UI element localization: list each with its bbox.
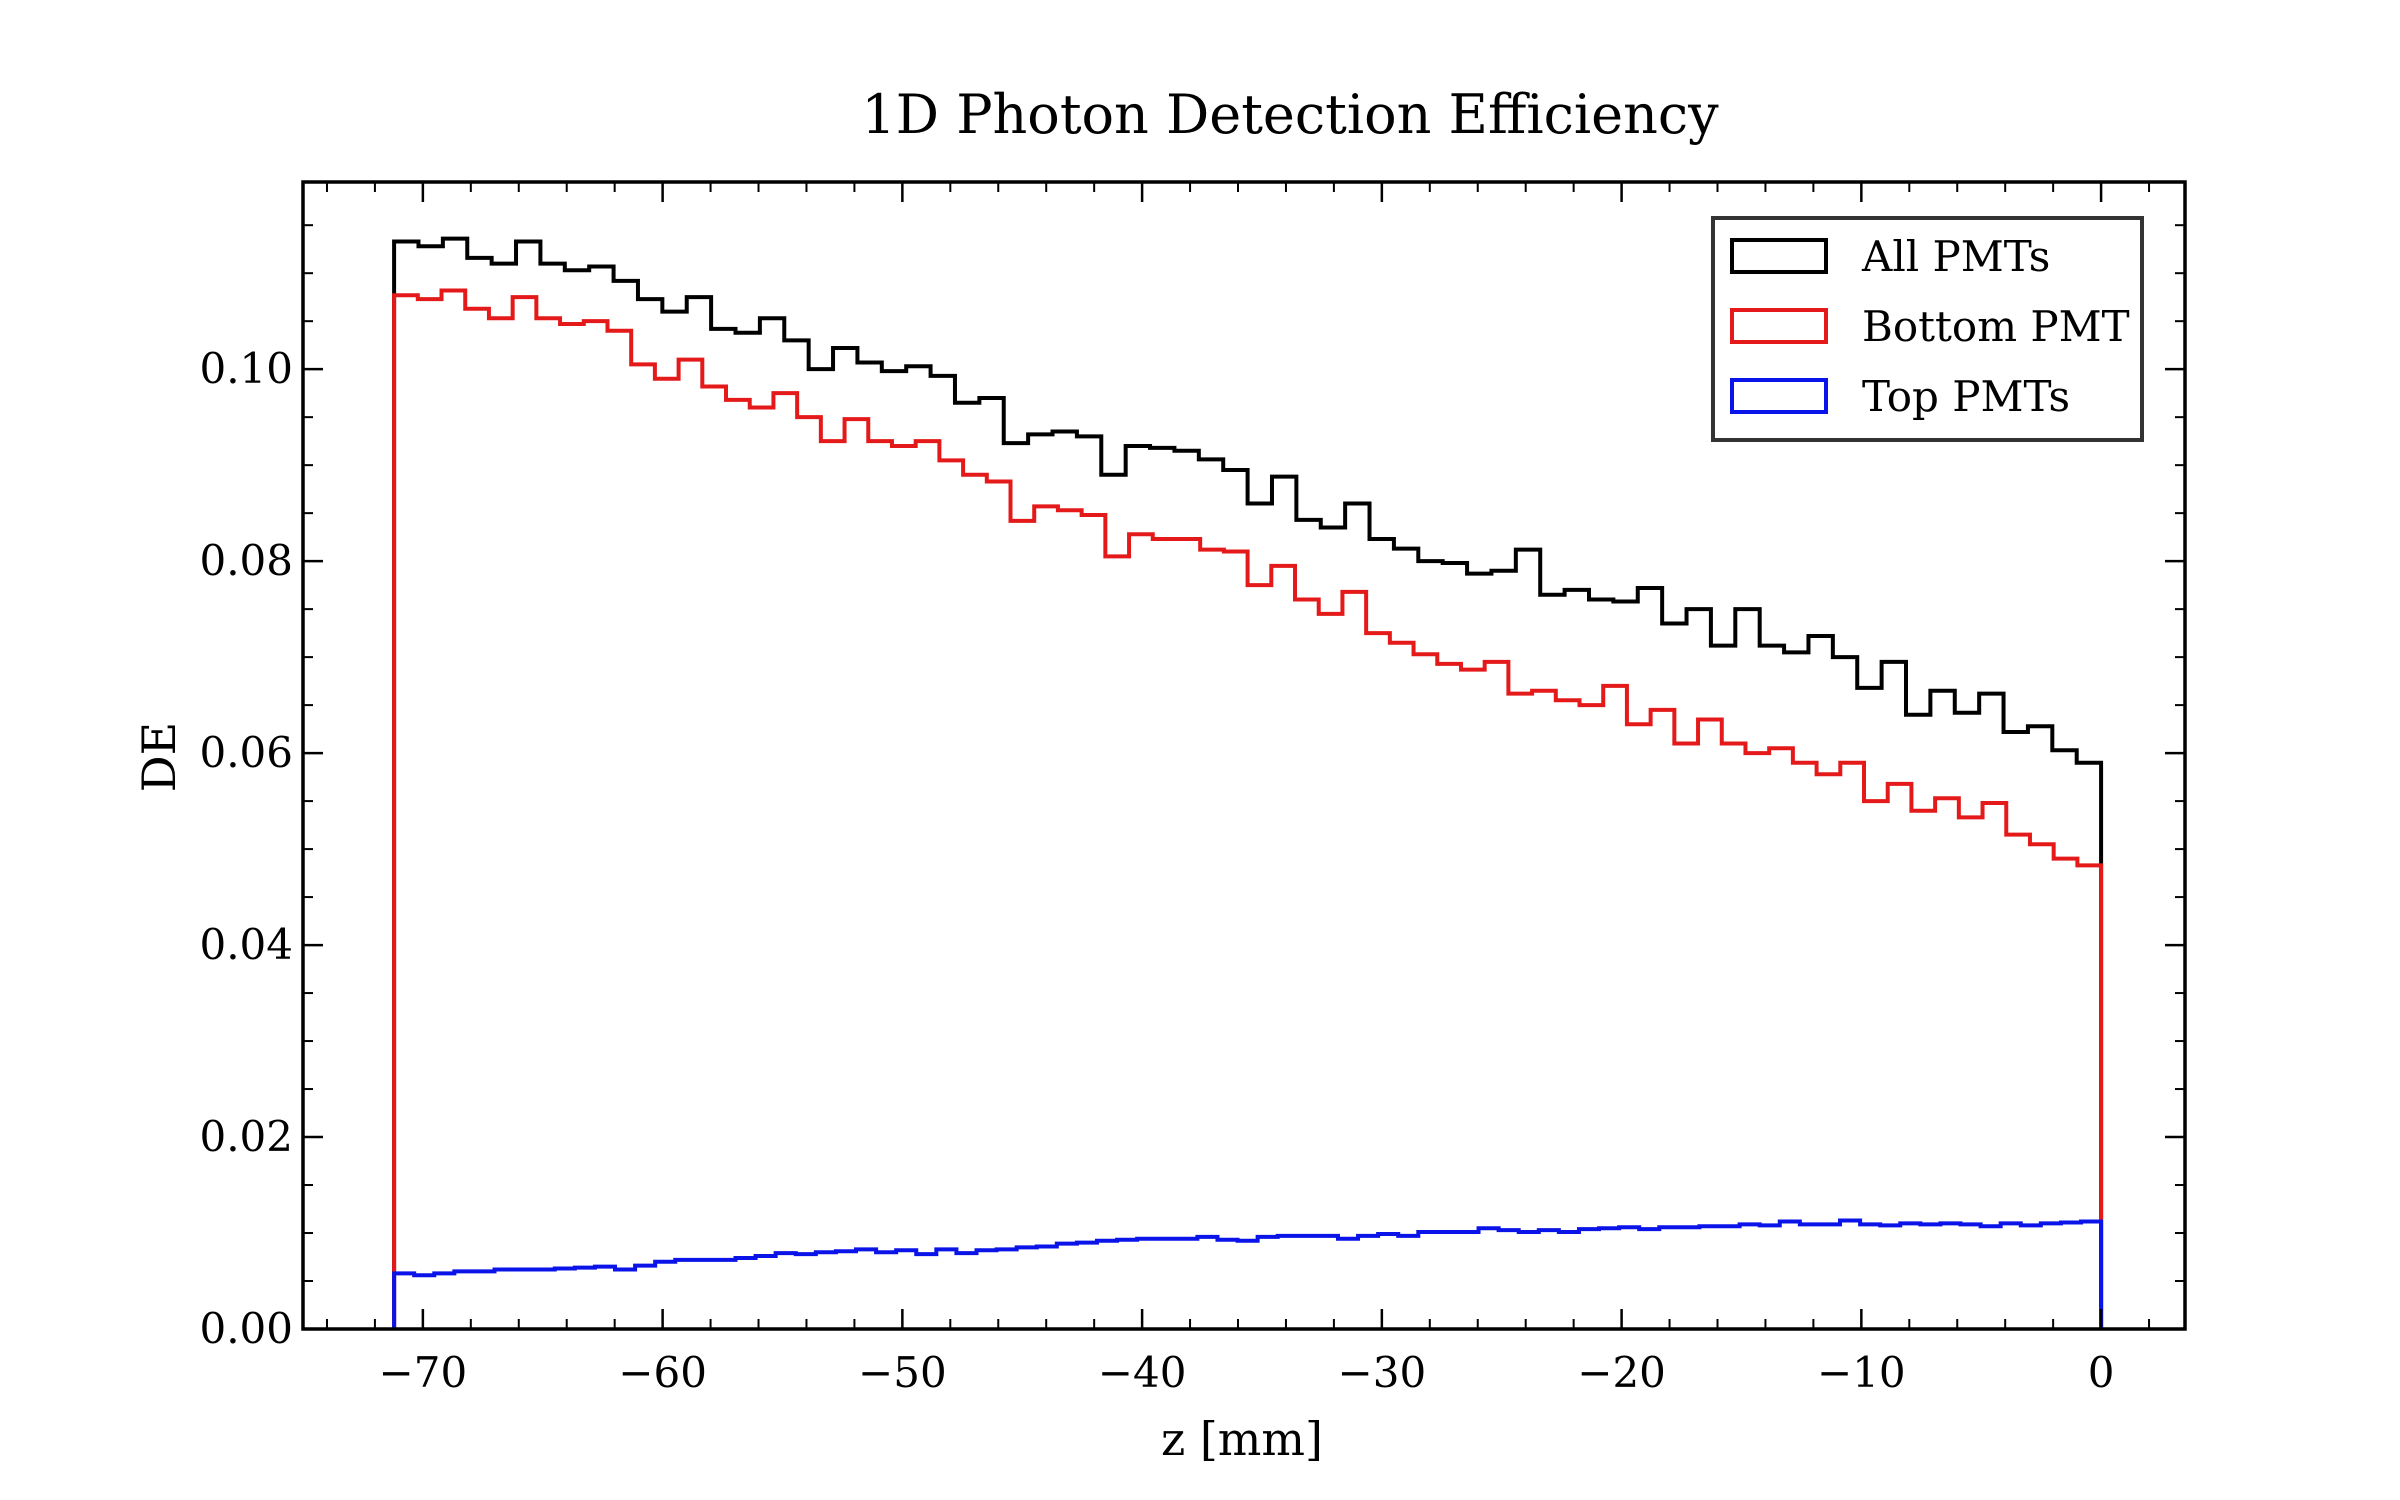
y-tick-label: 0.10 [199, 344, 293, 393]
series-line-2 [392, 1218, 2104, 1329]
legend-label-1: Bottom PMT [1862, 302, 2130, 351]
x-tick-label: −30 [1338, 1348, 1427, 1397]
x-tick-label: −50 [858, 1348, 947, 1397]
y-axis-label: DE [132, 722, 186, 792]
legend-label-0: All PMTs [1861, 232, 2050, 281]
legend-swatch-2 [1730, 378, 1828, 414]
x-tick-label: −40 [1098, 1348, 1187, 1397]
x-tick-label: −70 [379, 1348, 468, 1397]
legend-swatch-1 [1730, 308, 1828, 344]
x-tick-label: −20 [1577, 1348, 1666, 1397]
legend-frame [1711, 216, 2144, 442]
legend-label-2: Top PMTs [1862, 372, 2070, 421]
series-line-1 [392, 288, 2104, 1329]
y-tick-label: 0.02 [199, 1112, 293, 1161]
series-layer [392, 236, 2104, 1329]
ticks-layer: −70 −60 −50 −40 −30 −20 −10 0 0.00 0.02 0.04 0.06 0.… [199, 182, 2185, 1397]
x-axis-label: z [mm] [1161, 1412, 1323, 1466]
series-line-0 [392, 236, 2104, 1329]
y-tick-label: 0.04 [199, 920, 293, 969]
plot-frame [301, 180, 2187, 1331]
y-tick-label: 0.06 [199, 728, 293, 777]
x-tick-label: 0 [2088, 1348, 2115, 1397]
x-tick-label: −60 [618, 1348, 707, 1397]
y-tick-label: 0.08 [199, 536, 293, 585]
legend: All PMTs Bottom PMT Top PMTs [1711, 216, 2144, 442]
legend-swatch-0 [1730, 238, 1828, 274]
x-tick-label: −10 [1817, 1348, 1906, 1397]
y-tick-label: 0.00 [199, 1304, 293, 1353]
chart-title: 1D Photon Detection Efficiency [861, 83, 1719, 146]
